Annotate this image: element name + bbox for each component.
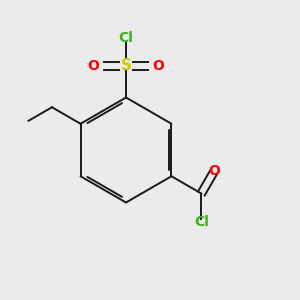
Text: O: O	[152, 59, 164, 73]
Text: S: S	[121, 58, 131, 74]
Text: Cl: Cl	[118, 31, 134, 44]
Text: O: O	[208, 164, 220, 178]
Text: O: O	[88, 59, 100, 73]
Text: Cl: Cl	[194, 215, 209, 229]
